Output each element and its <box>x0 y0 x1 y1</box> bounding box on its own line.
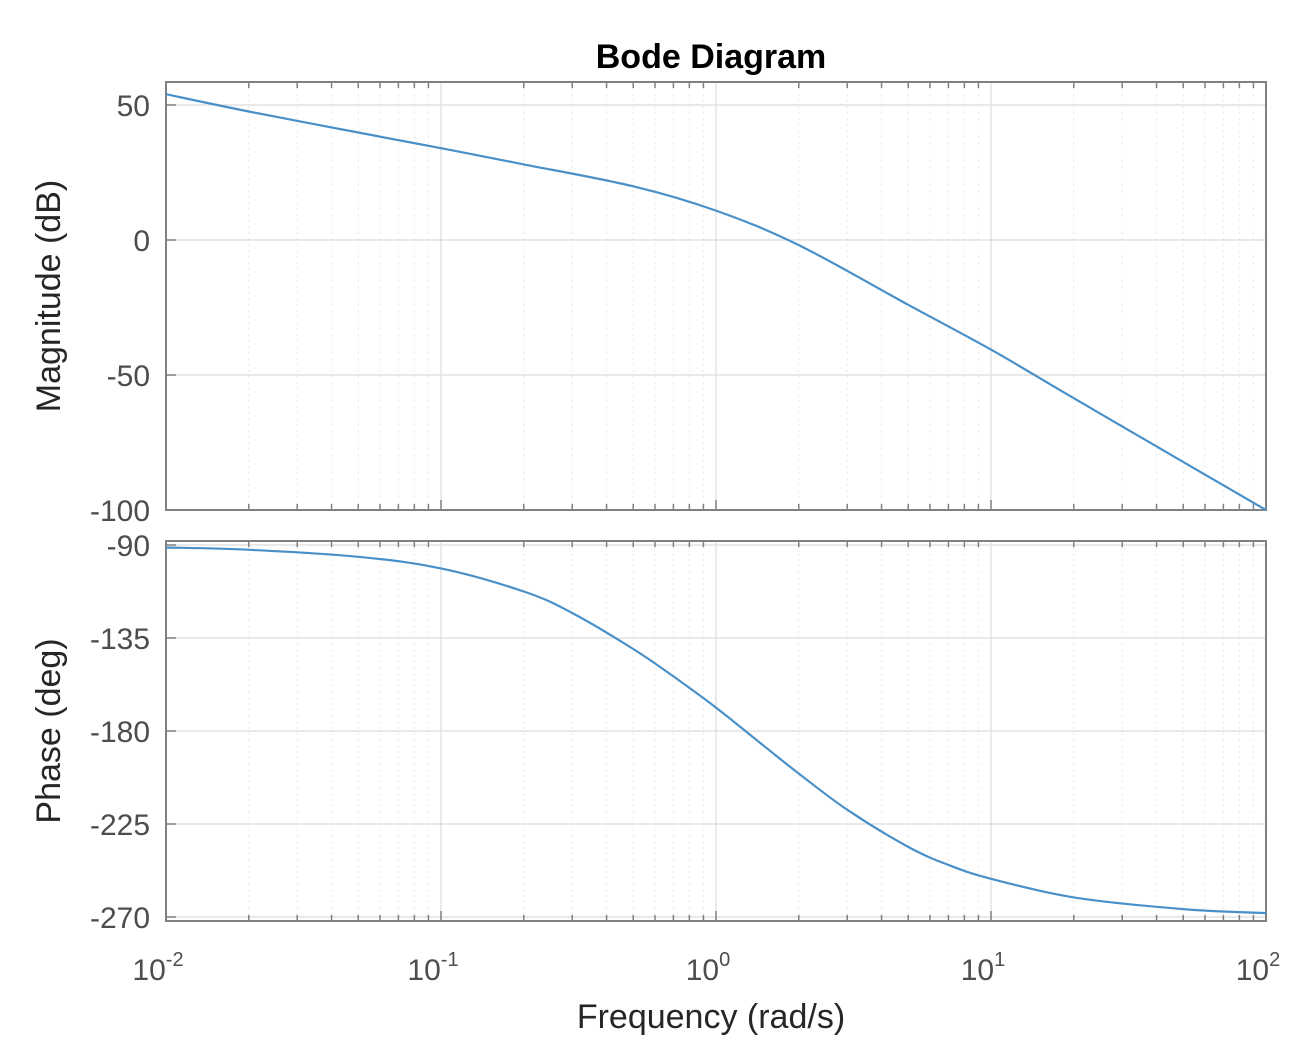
magnitude-y-tick-label: -100 <box>90 495 150 528</box>
magnitude-grid <box>165 82 1267 511</box>
x-tick-exponent: 0 <box>719 949 730 971</box>
phase-y-tick-label: -135 <box>90 623 150 656</box>
magnitude-y-tick-label: 0 <box>133 225 150 258</box>
phase-ylabel: Phase (deg) <box>30 638 68 823</box>
phase-y-tick-label: -225 <box>90 809 150 842</box>
x-tick-label: 100 <box>686 949 731 987</box>
x-tick-label: 101 <box>961 949 1006 987</box>
magnitude-y-tick-label: -50 <box>107 360 150 393</box>
magnitude-panel: 50 0 -50 -100 Magnitude (dB) <box>30 81 1267 528</box>
x-tick-base: 10 <box>686 954 719 987</box>
x-tick-base: 10 <box>132 954 165 987</box>
x-tick-exponent: 2 <box>1269 949 1280 971</box>
x-tick-base: 10 <box>407 954 440 987</box>
x-axis-label: Frequency (rad/s) <box>577 998 845 1036</box>
phase-line <box>165 546 1267 915</box>
phase-y-tick-label: -180 <box>90 716 150 749</box>
x-tick-label: 10-1 <box>407 949 458 987</box>
x-tick-exponent: -1 <box>441 949 459 971</box>
magnitude-ticks: 50 0 -50 -100 <box>90 82 1267 528</box>
phase-ticks: -90 -135 -180 -225 -270 <box>90 530 1267 935</box>
x-tick-exponent: 1 <box>994 949 1005 971</box>
x-tick-exponent: -2 <box>166 949 184 971</box>
chart-title: Bode Diagram <box>596 38 827 76</box>
x-axis-ticks: 10-2 10-1 100 101 102 <box>132 949 1280 987</box>
magnitude-line <box>165 93 1267 511</box>
magnitude-ylabel: Magnitude (dB) <box>30 180 68 412</box>
phase-grid <box>165 541 1267 921</box>
x-tick-base: 10 <box>1236 954 1269 987</box>
x-tick-label: 10-2 <box>132 949 183 987</box>
magnitude-y-tick-label: 50 <box>117 90 150 123</box>
phase-y-tick-label: -90 <box>107 530 150 563</box>
x-tick-label: 102 <box>1236 949 1281 987</box>
phase-y-tick-label: -270 <box>90 902 150 935</box>
phase-panel: -90 -135 -180 -225 -270 Phase (deg) <box>30 530 1267 935</box>
x-tick-base: 10 <box>961 954 994 987</box>
